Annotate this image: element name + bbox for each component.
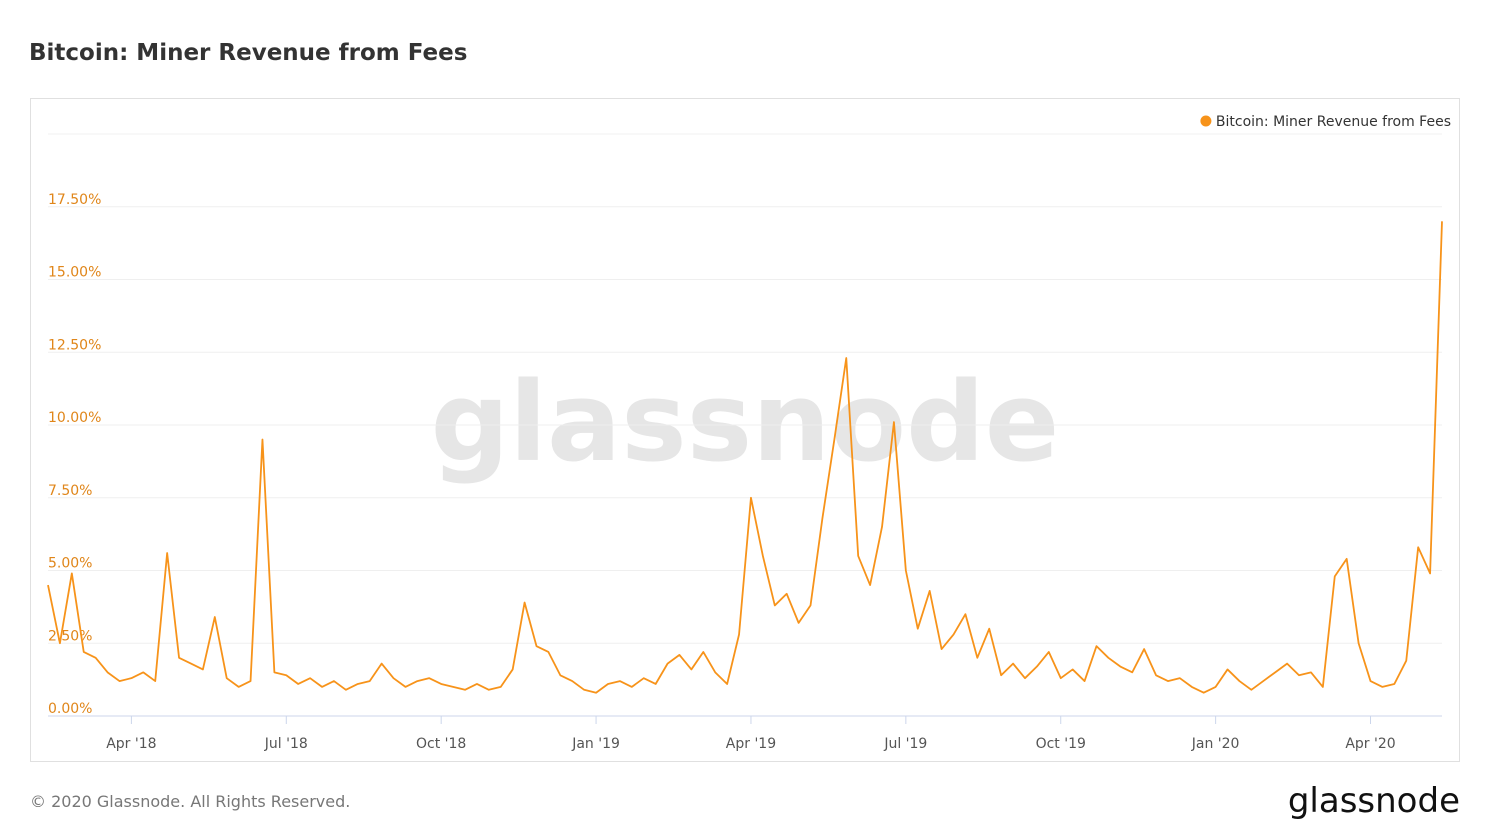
- plot-frame: [30, 98, 1460, 762]
- y-tick-label: 15.00%: [48, 265, 101, 281]
- plot-area: 0.00% 2.50% 5.00% 7.50% 10.00% 12.50% 15.00% 17…: [47, 114, 1451, 752]
- y-tick-label: 7.50%: [48, 483, 92, 499]
- x-tick-label: Apr '19: [726, 736, 776, 752]
- y-tick-label: 0.00%: [48, 701, 92, 717]
- chart-title: Bitcoin: Miner Revenue from Fees: [29, 40, 467, 66]
- y-tick-label: 17.50%: [48, 192, 101, 208]
- series-line: [47, 221, 1443, 694]
- x-tick-label: Jul '18: [264, 736, 308, 752]
- x-tick-label: Oct '18: [416, 736, 466, 752]
- copyright: © 2020 Glassnode. All Rights Reserved.: [30, 792, 350, 811]
- x-tick-label: Apr '20: [1345, 736, 1395, 752]
- x-tick-label: Jul '19: [883, 736, 927, 752]
- y-tick-label: 5.00%: [48, 556, 92, 572]
- x-tick-label: Apr '18: [106, 736, 156, 752]
- watermark: glassnode: [431, 358, 1060, 486]
- y-tick-label: 12.50%: [48, 337, 101, 353]
- y-tick-label: 10.00%: [48, 410, 101, 426]
- y-tick-label: 2.50%: [48, 628, 92, 644]
- legend-label: Bitcoin: Miner Revenue from Fees: [1216, 114, 1451, 130]
- x-tick-label: Oct '19: [1036, 736, 1086, 752]
- x-tick-label: Jan '20: [1191, 736, 1240, 752]
- x-tick-label: Jan '19: [571, 736, 620, 752]
- brand-logo: glassnode: [1288, 781, 1460, 821]
- legend-marker: [1200, 115, 1212, 127]
